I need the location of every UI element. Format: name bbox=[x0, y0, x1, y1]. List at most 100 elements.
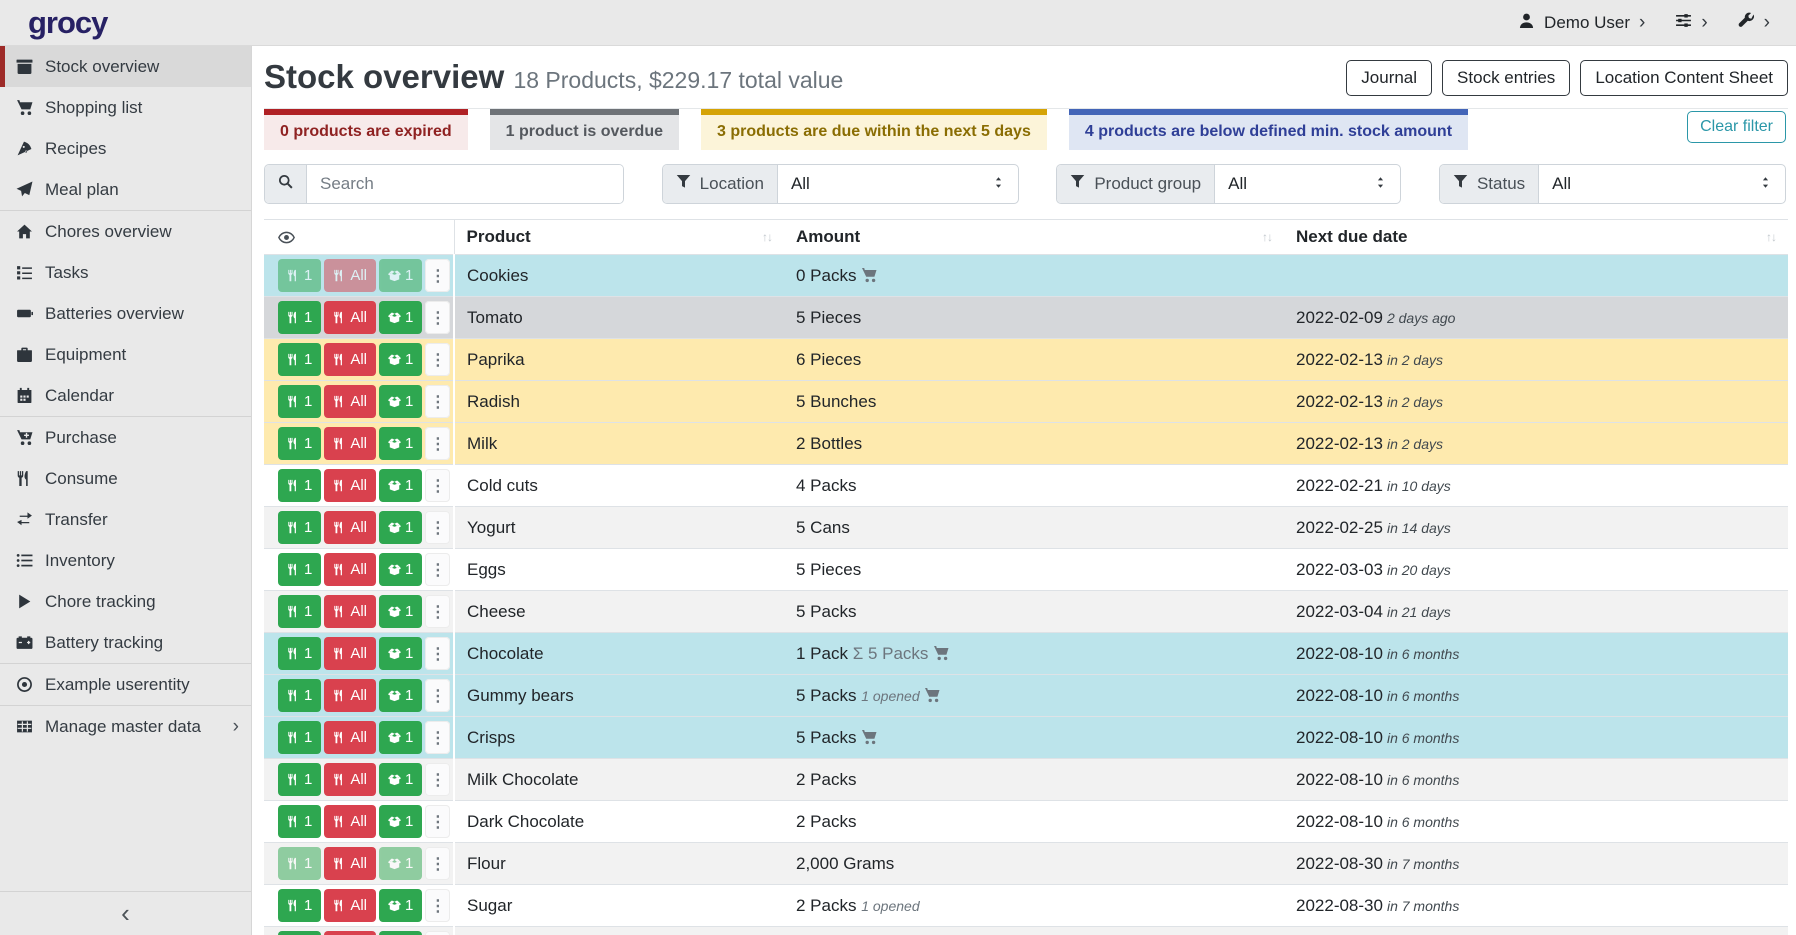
sidebar-item-transfer[interactable]: Transfer bbox=[0, 499, 251, 540]
consume-all-button[interactable]: All bbox=[324, 847, 377, 880]
consume-one-button[interactable]: 1 bbox=[278, 469, 322, 502]
row-menu-button[interactable]: ⋮ bbox=[425, 637, 451, 670]
consume-one-button[interactable]: 1 bbox=[278, 259, 322, 292]
row-menu-button[interactable]: ⋮ bbox=[425, 301, 451, 334]
location-content-sheet-button[interactable]: Location Content Sheet bbox=[1580, 60, 1788, 96]
consume-all-button[interactable]: All bbox=[324, 301, 377, 334]
consume-all-button[interactable]: All bbox=[324, 259, 377, 292]
open-one-button[interactable]: 1 bbox=[379, 721, 423, 754]
row-menu-button[interactable]: ⋮ bbox=[425, 553, 451, 586]
sidebar-item-battery-tracking[interactable]: Battery tracking bbox=[0, 622, 251, 663]
row-menu-button[interactable]: ⋮ bbox=[425, 763, 451, 796]
status-select[interactable]: All bbox=[1539, 165, 1785, 203]
open-one-button[interactable]: 1 bbox=[379, 679, 423, 712]
journal-button[interactable]: Journal bbox=[1346, 60, 1433, 96]
status-card-due-soon[interactable]: 3 products are due within the next 5 day… bbox=[701, 109, 1047, 150]
sidebar-item-inventory[interactable]: Inventory bbox=[0, 540, 251, 581]
open-one-button[interactable]: 1 bbox=[379, 385, 423, 418]
row-menu-button[interactable]: ⋮ bbox=[425, 721, 451, 754]
clear-filter-button[interactable]: Clear filter bbox=[1687, 111, 1786, 143]
sidebar-item-chores-overview[interactable]: Chores overview bbox=[0, 211, 251, 252]
open-one-button[interactable]: 1 bbox=[379, 889, 423, 922]
row-menu-button[interactable]: ⋮ bbox=[425, 679, 451, 712]
admin-menu[interactable]: › bbox=[1738, 12, 1770, 34]
open-one-button[interactable]: 1 bbox=[379, 931, 423, 935]
row-menu-button[interactable]: ⋮ bbox=[425, 511, 451, 544]
row-menu-button[interactable]: ⋮ bbox=[425, 889, 451, 922]
sidebar-item-batteries-overview[interactable]: Batteries overview bbox=[0, 293, 251, 334]
open-one-button[interactable]: 1 bbox=[379, 259, 423, 292]
consume-one-button[interactable]: 1 bbox=[278, 805, 322, 838]
consume-all-button[interactable]: All bbox=[324, 805, 377, 838]
sidebar-item-tasks[interactable]: Tasks bbox=[0, 252, 251, 293]
status-card-below-min-stock[interactable]: 4 products are below defined min. stock … bbox=[1068, 109, 1469, 150]
consume-one-button[interactable]: 1 bbox=[278, 427, 322, 460]
sidebar-item-purchase[interactable]: Purchase bbox=[0, 417, 251, 458]
consume-all-button[interactable]: All bbox=[324, 931, 377, 935]
consume-one-button[interactable]: 1 bbox=[278, 553, 322, 586]
open-one-button[interactable]: 1 bbox=[379, 763, 423, 796]
consume-one-button[interactable]: 1 bbox=[278, 931, 322, 935]
consume-all-button[interactable]: All bbox=[324, 721, 377, 754]
column-header-amount[interactable]: Amount ↑↓ bbox=[784, 219, 1284, 255]
row-menu-button[interactable]: ⋮ bbox=[425, 931, 451, 935]
row-menu-button[interactable]: ⋮ bbox=[425, 385, 451, 418]
consume-one-button[interactable]: 1 bbox=[278, 343, 322, 376]
settings-menu[interactable]: › bbox=[1675, 12, 1708, 34]
consume-one-button[interactable]: 1 bbox=[278, 847, 322, 880]
consume-one-button[interactable]: 1 bbox=[278, 889, 322, 922]
sidebar-item-stock-overview[interactable]: Stock overview bbox=[0, 46, 251, 87]
status-card-expired[interactable]: 0 products are expired bbox=[264, 109, 468, 150]
open-one-button[interactable]: 1 bbox=[379, 301, 423, 334]
consume-all-button[interactable]: All bbox=[324, 385, 377, 418]
consume-one-button[interactable]: 1 bbox=[278, 721, 322, 754]
consume-all-button[interactable]: All bbox=[324, 511, 377, 544]
search-input[interactable] bbox=[307, 165, 623, 203]
consume-one-button[interactable]: 1 bbox=[278, 385, 322, 418]
open-one-button[interactable]: 1 bbox=[379, 511, 423, 544]
row-menu-button[interactable]: ⋮ bbox=[425, 343, 451, 376]
consume-one-button[interactable]: 1 bbox=[278, 763, 322, 796]
stock-entries-button[interactable]: Stock entries bbox=[1442, 60, 1571, 96]
consume-one-button[interactable]: 1 bbox=[278, 679, 322, 712]
row-menu-button[interactable]: ⋮ bbox=[425, 469, 451, 502]
consume-one-button[interactable]: 1 bbox=[278, 301, 322, 334]
consume-one-button[interactable]: 1 bbox=[278, 511, 322, 544]
sidebar-item-meal-plan[interactable]: Meal plan bbox=[0, 169, 251, 210]
sidebar-item-calendar[interactable]: Calendar bbox=[0, 375, 251, 416]
location-select[interactable]: All bbox=[778, 165, 1018, 203]
row-menu-button[interactable]: ⋮ bbox=[425, 595, 451, 628]
sidebar-collapse-button[interactable]: ‹ bbox=[0, 891, 251, 935]
open-one-button[interactable]: 1 bbox=[379, 637, 423, 670]
sidebar-item-example-userentity[interactable]: Example userentity bbox=[0, 664, 251, 705]
consume-one-button[interactable]: 1 bbox=[278, 637, 322, 670]
open-one-button[interactable]: 1 bbox=[379, 553, 423, 586]
consume-all-button[interactable]: All bbox=[324, 427, 377, 460]
consume-all-button[interactable]: All bbox=[324, 343, 377, 376]
row-menu-button[interactable]: ⋮ bbox=[425, 259, 451, 292]
row-menu-button[interactable]: ⋮ bbox=[425, 427, 451, 460]
sidebar-item-consume[interactable]: Consume bbox=[0, 458, 251, 499]
user-menu[interactable]: Demo User › bbox=[1518, 12, 1645, 34]
status-card-overdue[interactable]: 1 product is overdue bbox=[489, 109, 679, 150]
open-one-button[interactable]: 1 bbox=[379, 343, 423, 376]
consume-all-button[interactable]: All bbox=[324, 763, 377, 796]
open-one-button[interactable]: 1 bbox=[379, 469, 423, 502]
row-menu-button[interactable]: ⋮ bbox=[425, 805, 451, 838]
consume-one-button[interactable]: 1 bbox=[278, 595, 322, 628]
sidebar-item-shopping-list[interactable]: Shopping list bbox=[0, 87, 251, 128]
sidebar-item-recipes[interactable]: Recipes bbox=[0, 128, 251, 169]
open-one-button[interactable]: 1 bbox=[379, 595, 423, 628]
consume-all-button[interactable]: All bbox=[324, 469, 377, 502]
open-one-button[interactable]: 1 bbox=[379, 427, 423, 460]
sidebar-item-chore-tracking[interactable]: Chore tracking bbox=[0, 581, 251, 622]
open-one-button[interactable]: 1 bbox=[379, 847, 423, 880]
consume-all-button[interactable]: All bbox=[324, 889, 377, 922]
column-header-next-due-date[interactable]: Next due date ↑↓ bbox=[1284, 219, 1788, 255]
row-menu-button[interactable]: ⋮ bbox=[425, 847, 451, 880]
consume-all-button[interactable]: All bbox=[324, 595, 377, 628]
consume-all-button[interactable]: All bbox=[324, 637, 377, 670]
visibility-column-header[interactable] bbox=[264, 219, 455, 255]
product-group-select[interactable]: All bbox=[1215, 165, 1400, 203]
consume-all-button[interactable]: All bbox=[324, 553, 377, 586]
